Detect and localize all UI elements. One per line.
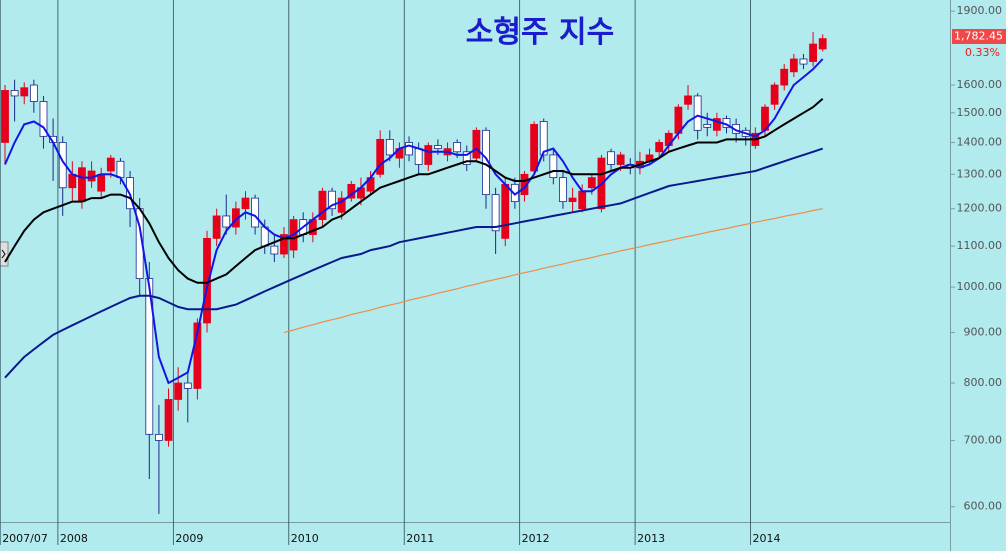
y-tick-label: 1400.00 [957,135,1003,148]
candle-body [818,38,827,50]
candle-body [251,197,260,228]
candle-body [799,58,808,65]
x-tick-label: 2009 [175,532,203,545]
candle-body [809,43,817,62]
x-tick-label: 2013 [637,532,665,545]
candle-body [116,160,125,179]
candle-body [703,124,712,128]
candle-body [328,190,336,210]
candle-body [559,177,567,203]
chart-title: 소형주 지수 [466,15,614,50]
candle-body [414,148,423,165]
x-tick-label: 2010 [291,532,319,545]
y-tick-label: 700.00 [964,433,1003,446]
candle-body [78,167,86,203]
x-tick-label: 2008 [60,532,88,545]
candle-body [212,215,221,239]
y-tick-label: 1000.00 [957,280,1003,293]
change-label: 0.33% [965,46,1000,59]
candle-body [155,433,163,441]
x-tick-label: 2014 [753,532,781,545]
last-value-box [952,29,1006,44]
candle-body [337,197,346,213]
x-tick-label: 2007/07 [2,532,48,545]
candle-body [491,194,500,232]
candle-body [97,173,106,192]
candle-body [106,157,115,172]
candle-body [462,151,471,165]
candle-body [318,190,327,221]
candle-body [68,173,77,189]
y-tick-label: 600.00 [964,500,1003,513]
candle-body [376,138,385,175]
candle-body [385,138,394,156]
side-button[interactable] [0,241,9,267]
ma-line [283,208,823,333]
candle-body [193,322,202,389]
side-button-box[interactable] [0,241,9,267]
candle-body [241,197,250,210]
candle-body [453,142,462,153]
candle-body [607,151,615,165]
candle-body [164,399,173,441]
candle-body [568,197,577,203]
candle-body [587,177,596,189]
candle-body [539,121,548,156]
candle-body [501,183,510,239]
ma-line [4,147,824,379]
ma-line [4,97,824,284]
candle-body [433,145,442,150]
candle-body [174,382,183,400]
candle-body [39,101,48,137]
candle-body [616,154,625,165]
candle-body [183,382,192,389]
candle-body [405,142,413,156]
candle-body [10,90,19,97]
x-tick-label: 2011 [406,532,434,545]
candle-body [270,245,279,255]
side-button-arrow[interactable] [1,249,6,259]
candle-body [712,118,721,131]
candle-body [770,84,779,105]
y-tick-label: 1500.00 [957,106,1003,119]
y-tick-label: 1200.00 [957,202,1003,215]
y-tick-label: 1600.00 [957,78,1003,91]
candle-body [789,58,798,73]
y-tick-label: 1900.00 [957,4,1003,17]
candle-body [549,154,558,179]
candle-body [280,234,288,255]
candle-body [145,278,154,435]
x-tick-label: 2012 [522,532,550,545]
candle-body [20,87,29,97]
y-tick-label: 1300.00 [957,167,1003,180]
candle-body [655,142,664,153]
candle-body [693,95,702,131]
candle-body [472,129,481,159]
candle-body [530,124,538,172]
candle-body [29,84,38,102]
y-tick-label: 900.00 [964,325,1003,338]
candle-body [424,145,433,165]
candle-body [578,190,587,210]
y-tick-label: 1100.00 [957,239,1003,252]
candle-body [1,90,9,143]
candle-body [780,68,789,86]
candle-body [222,215,231,228]
y-tick-label: 800.00 [964,376,1003,389]
last-value-label: 1,782.45 [954,30,1003,43]
candle-body [684,95,692,105]
ma-line [4,58,824,385]
